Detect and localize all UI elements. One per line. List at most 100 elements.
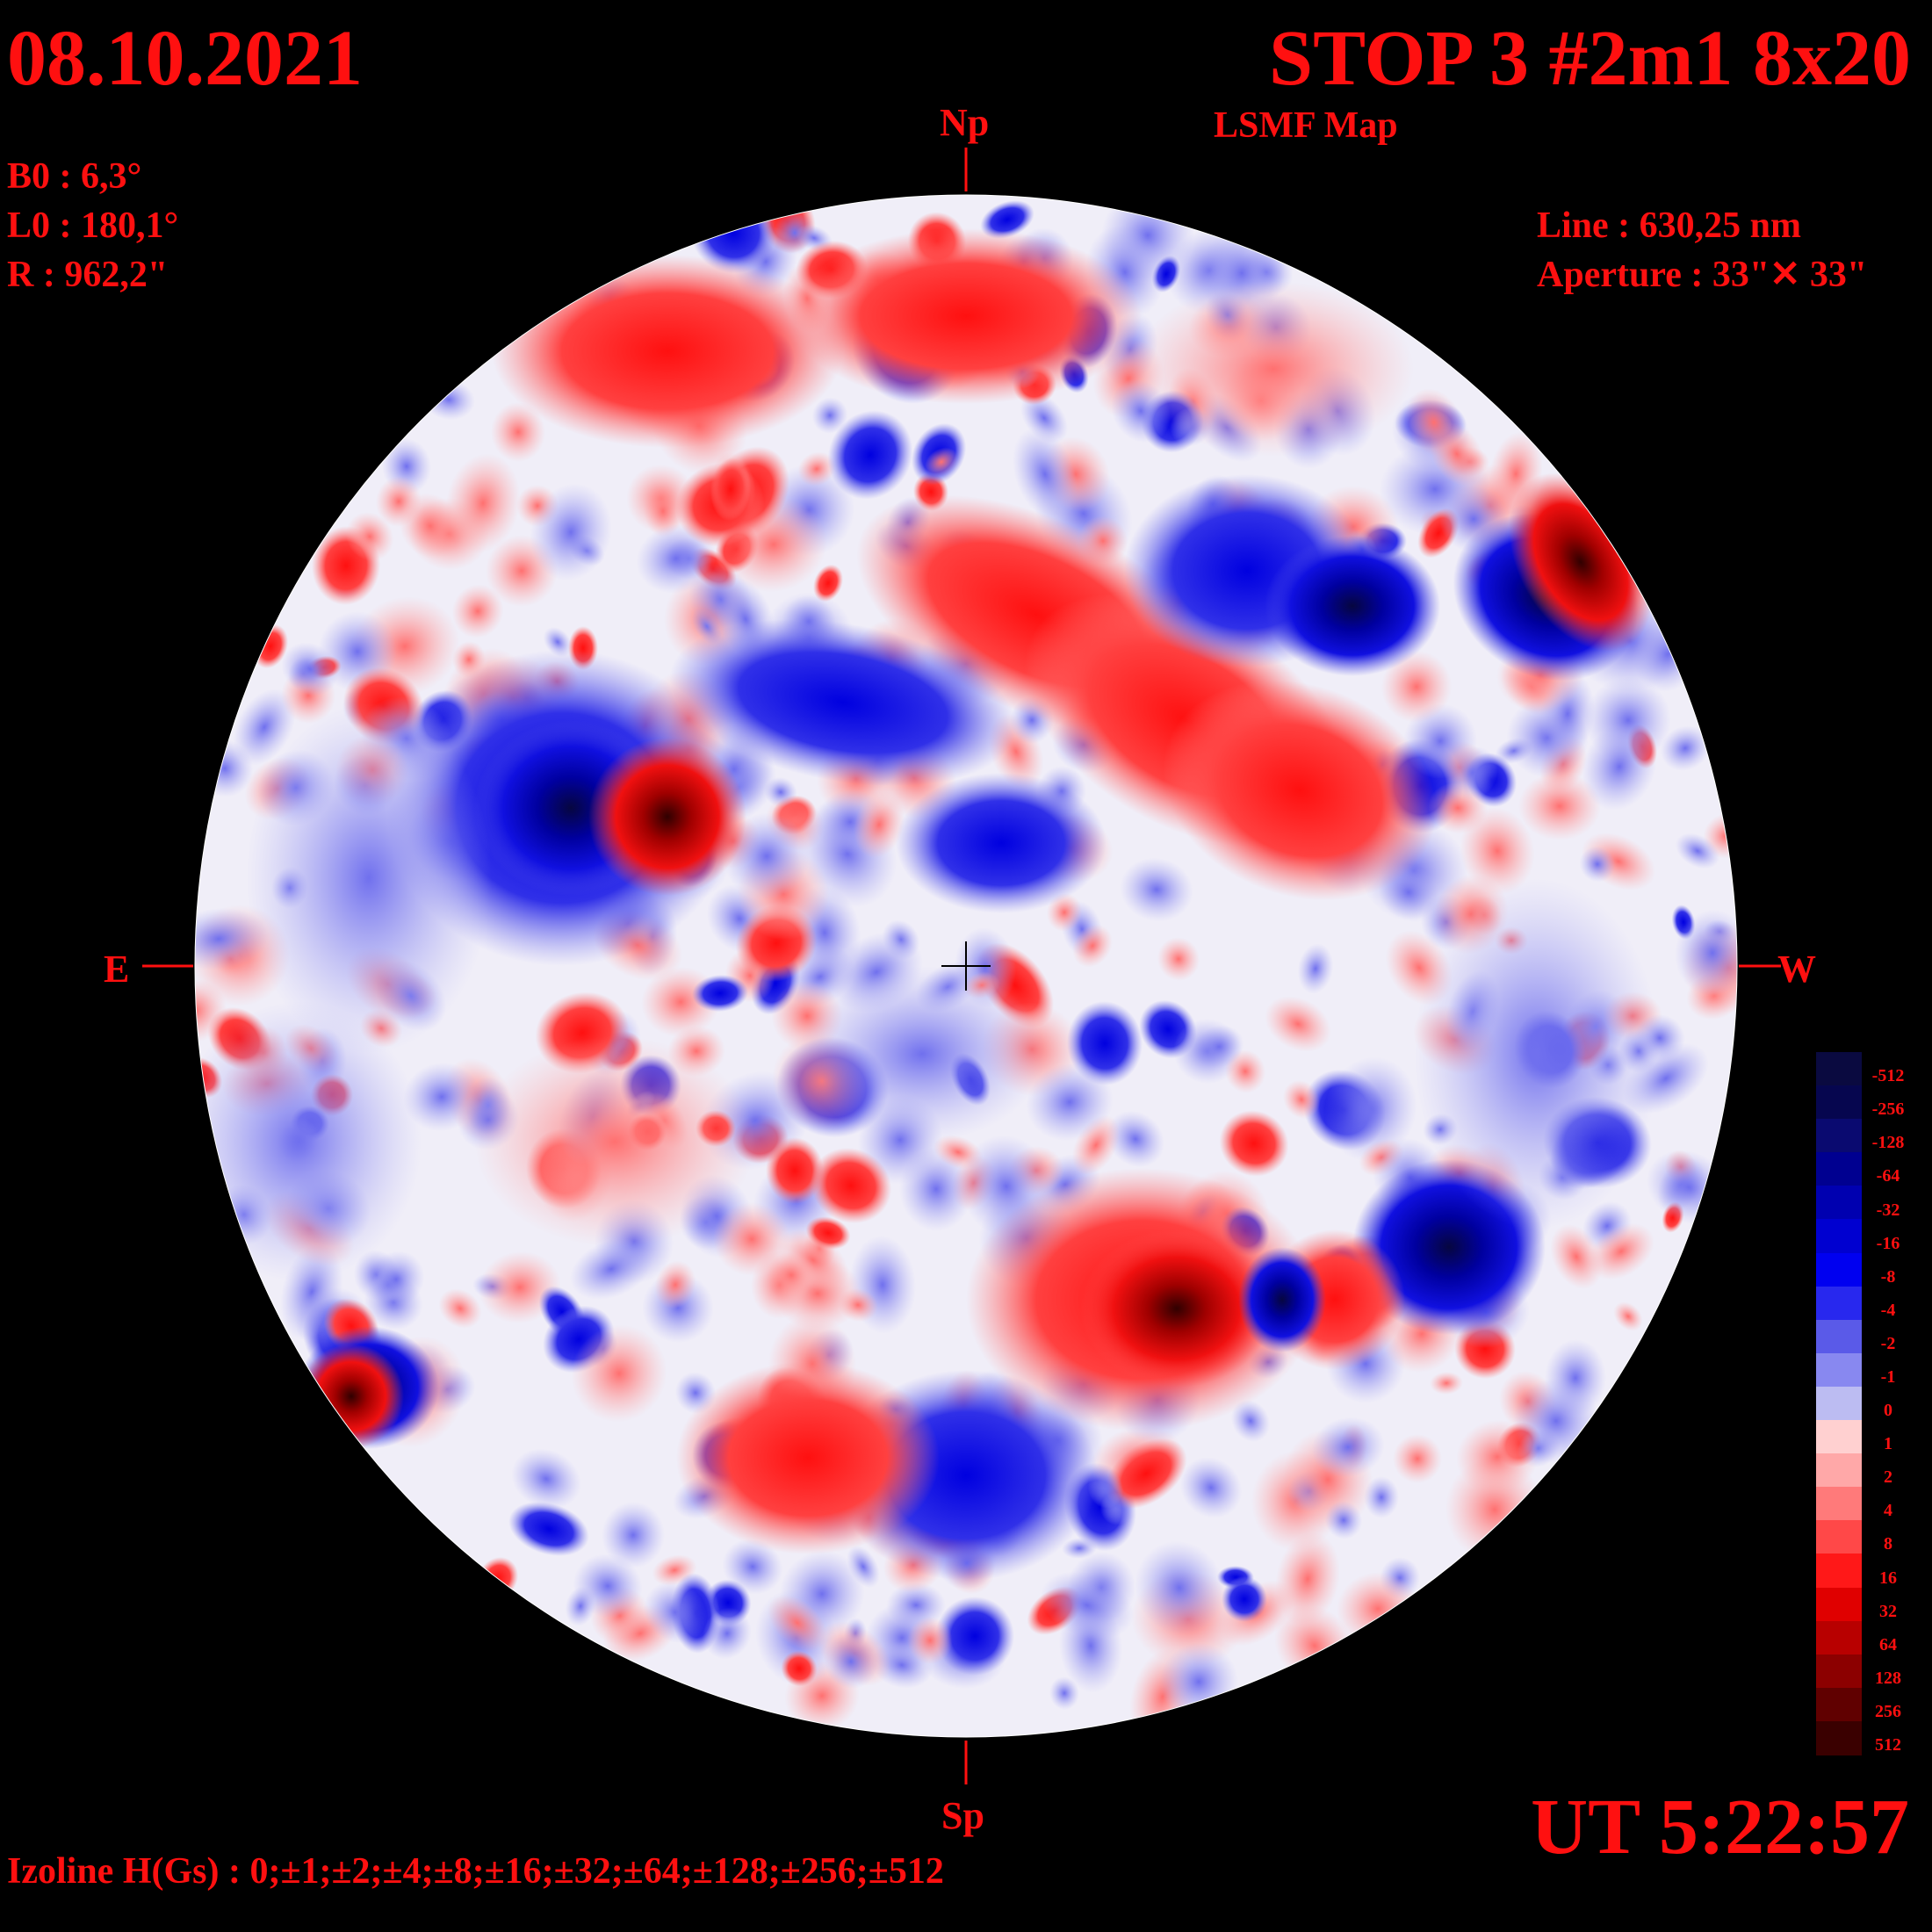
field-patch bbox=[935, 1597, 1014, 1676]
legend-swatch bbox=[1816, 1654, 1862, 1689]
legend-swatch bbox=[1816, 1620, 1862, 1655]
field-patch bbox=[1324, 1501, 1363, 1539]
field-patch bbox=[1026, 1063, 1114, 1142]
legend-swatch bbox=[1816, 1186, 1862, 1221]
field-patch bbox=[854, 790, 905, 859]
field-patch bbox=[1163, 680, 1437, 901]
field-patch bbox=[906, 1617, 954, 1664]
field-patch bbox=[1120, 857, 1193, 922]
legend-label: -8 bbox=[1880, 1266, 1896, 1287]
legend-swatch bbox=[1816, 1152, 1862, 1187]
field-patch bbox=[511, 1448, 581, 1510]
legend-swatch bbox=[1816, 1487, 1862, 1522]
field-patch bbox=[813, 564, 843, 602]
field-patch bbox=[710, 458, 752, 521]
legend-swatch bbox=[1816, 1386, 1862, 1422]
legend-label: 0 bbox=[1884, 1401, 1892, 1421]
legend-label: 512 bbox=[1875, 1735, 1901, 1755]
field-patch bbox=[345, 512, 394, 561]
field-patch bbox=[1179, 1457, 1243, 1518]
page-title: STOP 3 #2m1 8x20 bbox=[1269, 15, 1911, 102]
field-patch bbox=[1072, 924, 1113, 968]
field-patch bbox=[1062, 1537, 1097, 1560]
isoline-levels: Izoline H(Gs) : 0;±1;±2;±4;±8;±16;±32;±6… bbox=[7, 1851, 944, 1892]
field-patch bbox=[713, 1201, 790, 1277]
field-patch bbox=[643, 485, 683, 537]
south-pole-label: Sp bbox=[941, 1794, 984, 1837]
field-patch bbox=[1222, 1576, 1267, 1622]
legend-swatch bbox=[1816, 1352, 1862, 1388]
field-patch bbox=[601, 1502, 666, 1568]
field-patch bbox=[838, 1287, 878, 1323]
legend-swatch bbox=[1816, 1587, 1862, 1622]
legend-label: -512 bbox=[1871, 1066, 1905, 1086]
field-patch bbox=[438, 1288, 482, 1329]
west-label: W bbox=[1777, 948, 1816, 991]
legend-swatch bbox=[1816, 1687, 1862, 1722]
l0-parameter: L0 : 180,1° bbox=[7, 205, 179, 246]
legend-swatch bbox=[1816, 1219, 1862, 1254]
field-patch bbox=[1674, 910, 1737, 996]
field-patch bbox=[490, 402, 546, 462]
legend-swatch bbox=[1816, 1252, 1862, 1287]
field-patch bbox=[1430, 1371, 1463, 1395]
field-patch bbox=[1675, 833, 1720, 869]
legend-label: -64 bbox=[1876, 1166, 1900, 1186]
field-patch bbox=[810, 1147, 892, 1224]
legend-label: -4 bbox=[1880, 1300, 1896, 1320]
map-subtitle: LSMF Map bbox=[1214, 105, 1398, 146]
field-patch bbox=[768, 1595, 827, 1651]
legend-label: -32 bbox=[1876, 1200, 1900, 1220]
legend-swatch bbox=[1816, 1720, 1862, 1755]
field-patch bbox=[1393, 1434, 1442, 1483]
field-patch bbox=[823, 1634, 879, 1689]
field-patch bbox=[492, 255, 843, 448]
field-patch bbox=[246, 703, 492, 1054]
field-patch bbox=[1265, 996, 1331, 1052]
field-patch bbox=[1660, 725, 1711, 771]
legend-label: -1 bbox=[1880, 1367, 1896, 1387]
field-patch bbox=[588, 738, 746, 896]
legend-label: -16 bbox=[1876, 1233, 1900, 1253]
field-patch bbox=[722, 1539, 783, 1595]
field-patch bbox=[703, 1607, 752, 1660]
field-patch bbox=[195, 907, 269, 970]
north-pole-label: Np bbox=[940, 101, 990, 144]
legend-label: 128 bbox=[1875, 1668, 1901, 1688]
field-patch bbox=[445, 453, 521, 553]
field-patch bbox=[1414, 878, 1660, 1229]
legend-label: 8 bbox=[1884, 1534, 1892, 1554]
field-patch bbox=[1230, 1399, 1271, 1443]
field-patch bbox=[1282, 1079, 1321, 1120]
field-patch bbox=[1456, 1419, 1539, 1495]
b0-parameter: B0 : 6,3° bbox=[7, 156, 142, 197]
field-patch bbox=[790, 228, 1142, 404]
radius-parameter: R : 962,2" bbox=[7, 255, 169, 295]
field-patch bbox=[805, 1216, 851, 1250]
field-patch bbox=[692, 974, 748, 1013]
legend-label: 2 bbox=[1884, 1467, 1892, 1488]
field-patch bbox=[570, 1238, 652, 1300]
legend-label: -128 bbox=[1871, 1133, 1905, 1153]
field-patch bbox=[508, 1502, 589, 1556]
legend-label: 1 bbox=[1884, 1434, 1892, 1454]
field-patch bbox=[1579, 846, 1616, 883]
legend-label: 4 bbox=[1884, 1501, 1892, 1521]
field-patch bbox=[1135, 1540, 1224, 1635]
legend-swatch bbox=[1816, 1052, 1862, 1087]
legend-swatch bbox=[1816, 1119, 1862, 1154]
field-patch bbox=[654, 1260, 696, 1309]
field-patch bbox=[530, 483, 612, 581]
field-patch bbox=[1238, 1247, 1326, 1352]
field-patch bbox=[767, 1251, 816, 1299]
field-patch bbox=[1105, 1438, 1187, 1510]
field-patch bbox=[543, 626, 573, 658]
center-crosshair-icon bbox=[941, 941, 991, 991]
observation-date: 08.10.2021 bbox=[7, 15, 363, 102]
field-patch bbox=[925, 447, 958, 477]
field-patch bbox=[1066, 1001, 1143, 1085]
field-patch bbox=[474, 1036, 755, 1247]
field-patch bbox=[797, 451, 836, 487]
